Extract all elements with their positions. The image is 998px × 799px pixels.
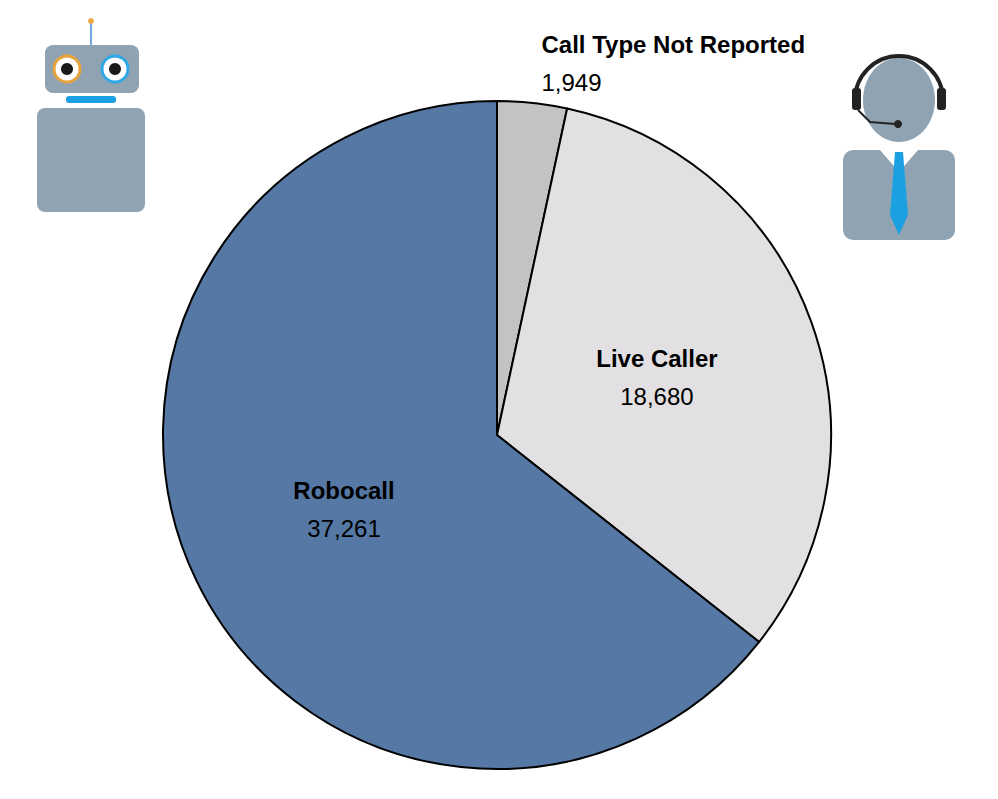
svg-text:Robocall: Robocall	[293, 477, 394, 504]
svg-text:18,680: 18,680	[620, 383, 693, 410]
svg-text:37,261: 37,261	[307, 515, 380, 542]
svg-text:1,949: 1,949	[541, 69, 601, 96]
svg-text:Live Caller: Live Caller	[596, 345, 717, 372]
svg-text:Call Type Not Reported: Call Type Not Reported	[541, 31, 805, 58]
